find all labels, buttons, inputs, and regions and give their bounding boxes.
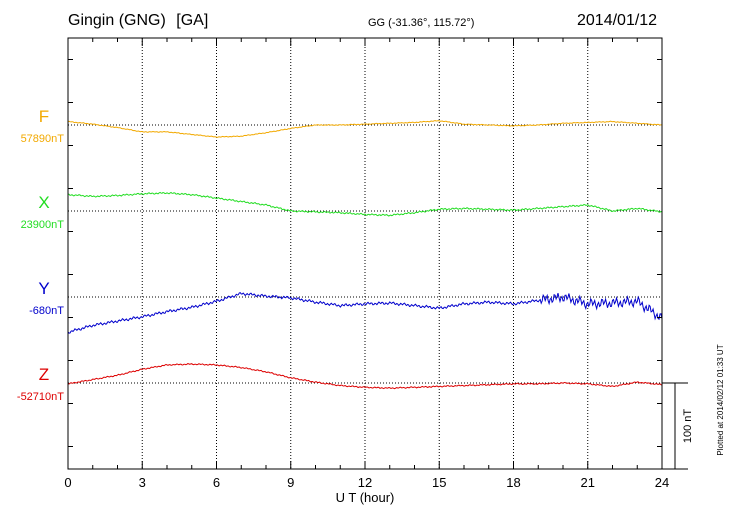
x-tick-label: 0 — [64, 475, 71, 490]
component-letter-z: Z — [39, 365, 49, 384]
axis-labels: 0 3 6 9 12 15 18 21 24 U T (hour) F 57890nT X 23900nT… — [17, 107, 725, 505]
component-letter-f: F — [39, 107, 49, 126]
x-axis-label: U T (hour) — [336, 490, 395, 505]
trace-z — [67, 363, 663, 390]
plot-date: 2014/01/12 — [577, 12, 658, 29]
station-title: Gingin (GNG) [GA] — [68, 12, 208, 30]
x-tick-label: 24 — [655, 475, 669, 490]
station-code: [GA] — [176, 12, 209, 29]
trace-x — [67, 191, 663, 217]
component-letter-x: X — [38, 193, 49, 212]
baseline-value-x: 23900nT — [21, 219, 65, 231]
baseline-value-f: 57890nT — [21, 133, 65, 145]
data-traces — [67, 120, 663, 390]
component-letter-y: Y — [38, 279, 49, 298]
plot-frame — [67, 37, 663, 470]
trace-f — [67, 120, 662, 138]
baseline-value-z: -52710nT — [17, 391, 64, 403]
x-tick-label: 15 — [432, 475, 446, 490]
x-tick-label: 21 — [581, 475, 595, 490]
x-tick-label: 9 — [287, 475, 294, 490]
station-coordinates: GG (-31.36°, 115.72°) — [368, 17, 475, 29]
x-tick-label: 6 — [213, 475, 220, 490]
x-tick-label: 12 — [358, 475, 372, 490]
x-tick-label: 18 — [506, 475, 520, 490]
baseline-value-y: -680nT — [29, 305, 64, 317]
x-tick-label: 3 — [139, 475, 146, 490]
trace-y — [67, 292, 663, 334]
scale-bar-label: 100 nT — [682, 409, 694, 444]
plotted-at-note: Plotted at 2014/02/12 01:33 UT — [716, 344, 725, 455]
station-name: Gingin (GNG) — [68, 12, 166, 29]
grid-lines — [68, 38, 662, 469]
